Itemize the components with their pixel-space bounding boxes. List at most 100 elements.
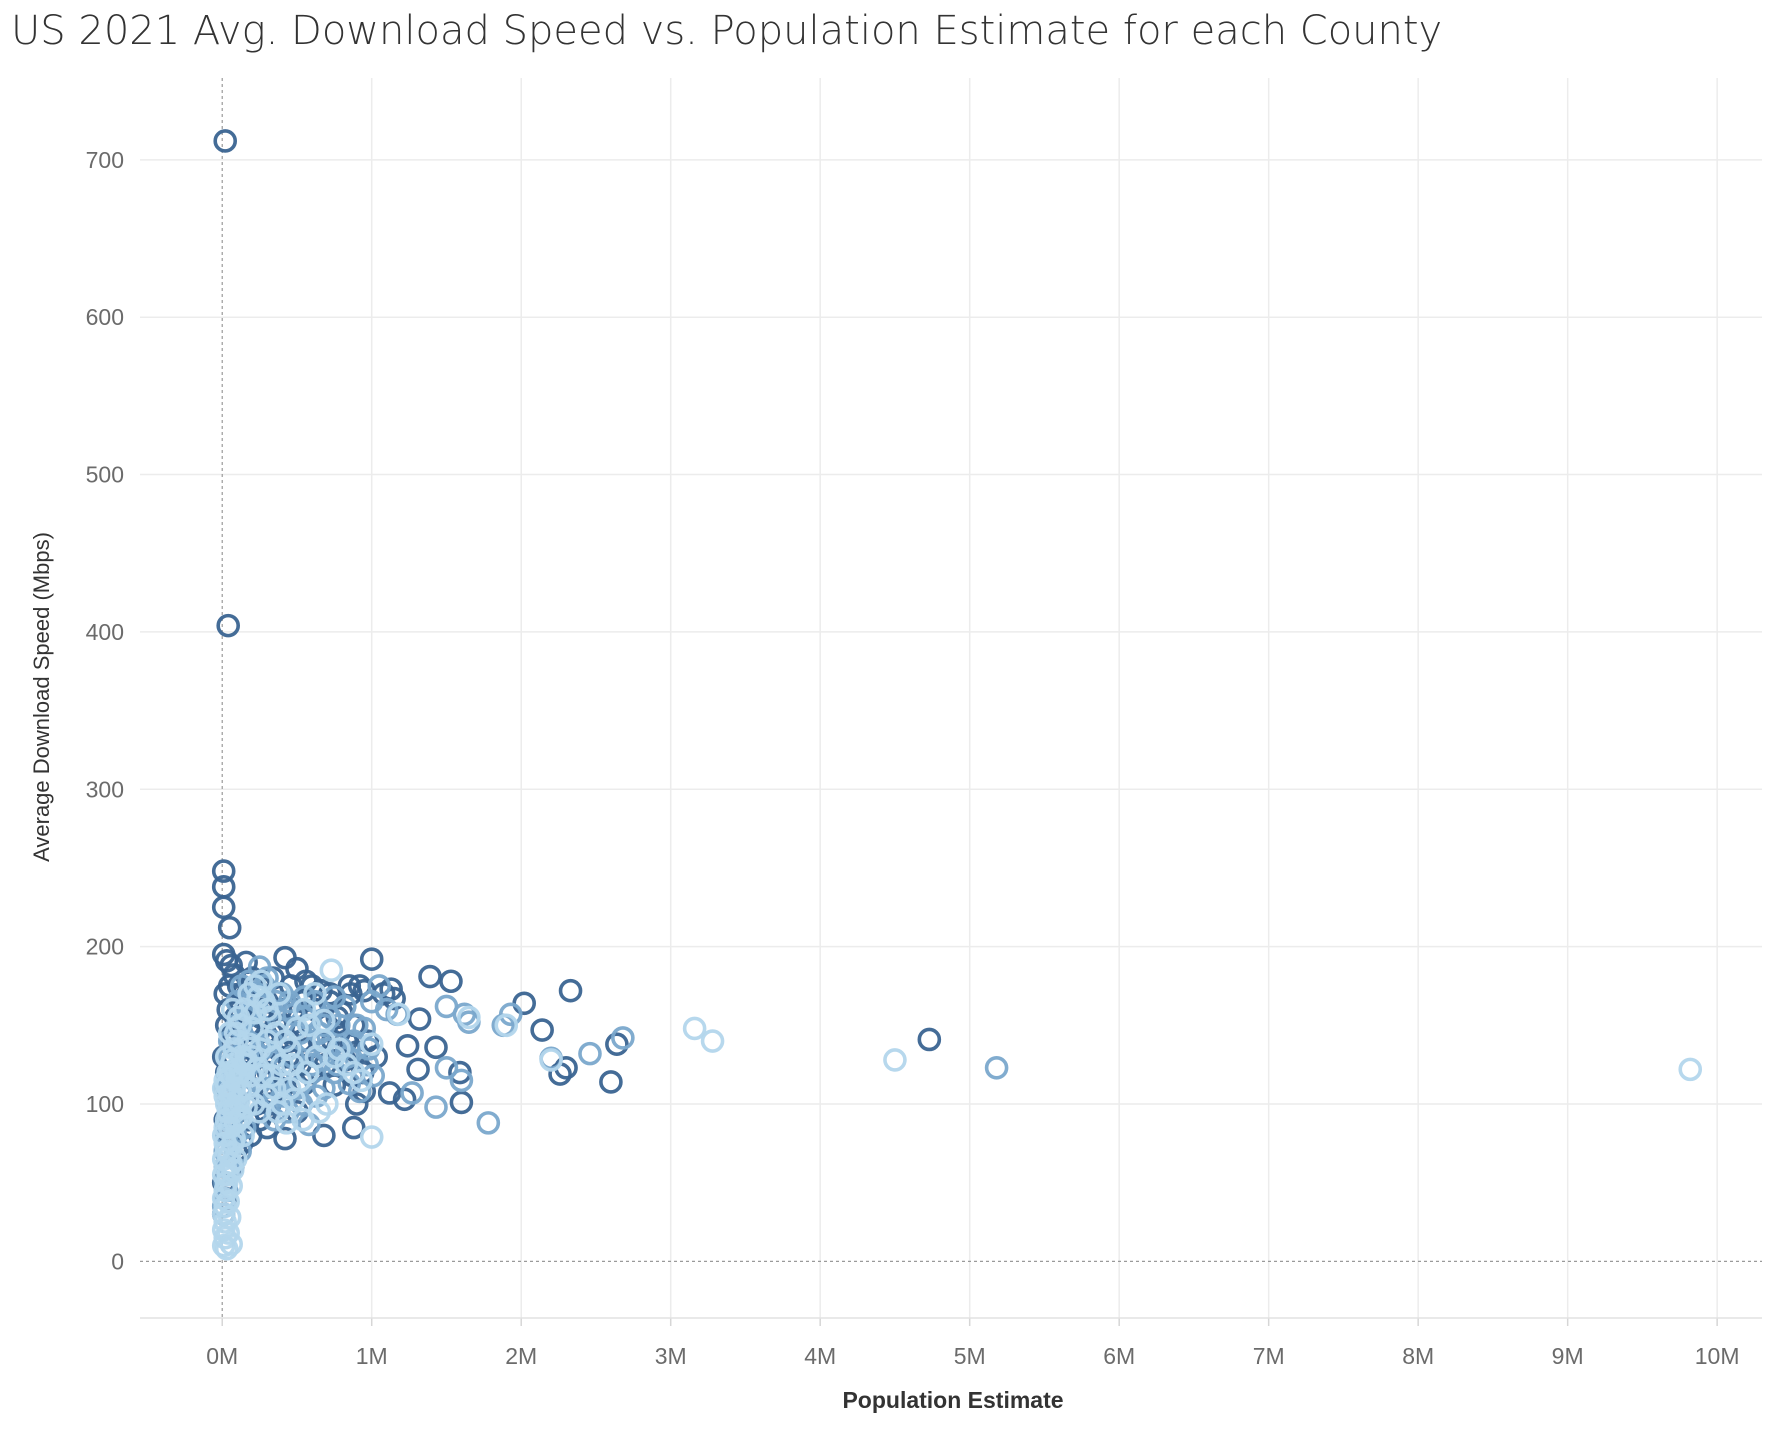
data-point xyxy=(424,1095,448,1119)
x-tick-label: 8M xyxy=(1402,1343,1434,1369)
data-point xyxy=(349,1068,374,1093)
x-tick-label: 9M xyxy=(1552,1343,1584,1369)
x-axis-title: Population Estimate xyxy=(842,1387,1063,1413)
data-point xyxy=(449,1068,474,1093)
y-tick-label: 0 xyxy=(111,1248,124,1274)
data-point xyxy=(599,1070,623,1094)
data-point xyxy=(267,982,291,1006)
x-tick-label: 2M xyxy=(505,1343,537,1369)
data-point xyxy=(244,1057,269,1082)
data-point xyxy=(217,1205,242,1230)
data-point xyxy=(611,1026,635,1050)
data-point xyxy=(273,945,297,970)
data-point xyxy=(259,1063,284,1088)
data-point xyxy=(341,1115,366,1140)
data-point xyxy=(434,1055,459,1080)
data-point xyxy=(539,1048,563,1072)
data-point xyxy=(217,915,242,940)
data-point xyxy=(605,1032,629,1056)
data-point xyxy=(407,1007,432,1031)
data-point xyxy=(439,969,463,994)
data-point xyxy=(984,1055,1009,1080)
data-point xyxy=(424,1035,448,1060)
data-point xyxy=(530,1018,554,1042)
data-point xyxy=(374,997,399,1022)
data-point xyxy=(214,1236,239,1261)
data-point xyxy=(917,1027,942,1052)
data-point xyxy=(211,895,236,920)
data-point xyxy=(457,1005,481,1030)
y-tick-label: 400 xyxy=(86,619,124,645)
data-point xyxy=(327,1013,351,1038)
data-point xyxy=(312,1123,336,1148)
data-point xyxy=(682,1016,707,1041)
data-point xyxy=(223,1021,248,1045)
data-point xyxy=(216,1163,241,1187)
x-tick-label: 3M xyxy=(655,1343,687,1369)
x-tick-label: 6M xyxy=(1103,1343,1135,1369)
data-point xyxy=(578,1041,602,1066)
data-point xyxy=(512,991,536,1016)
data-point xyxy=(274,1111,299,1135)
data-point xyxy=(234,1095,258,1119)
data-point xyxy=(273,1126,297,1151)
data-point xyxy=(476,1111,501,1135)
data-point xyxy=(359,947,384,972)
data-point xyxy=(211,859,236,883)
y-tick-label: 300 xyxy=(86,776,124,802)
data-point xyxy=(400,1081,424,1105)
data-point xyxy=(344,1092,369,1116)
grid-lines xyxy=(140,78,1762,1318)
data-point xyxy=(303,982,327,1006)
data-point xyxy=(359,1032,384,1056)
x-tick-label: 0M xyxy=(206,1343,238,1369)
data-point xyxy=(216,613,241,638)
x-tick-label: 4M xyxy=(804,1343,836,1369)
data-point xyxy=(282,1087,306,1112)
data-point xyxy=(213,129,238,153)
data-point xyxy=(418,964,442,989)
x-tick-label: 10M xyxy=(1695,1343,1740,1369)
data-point xyxy=(319,958,344,983)
x-tick-label: 7M xyxy=(1253,1343,1285,1369)
data-point xyxy=(395,1033,420,1058)
data-point xyxy=(291,1107,315,1132)
data-point xyxy=(494,1013,519,1038)
y-tick-label: 700 xyxy=(86,147,124,173)
data-point xyxy=(377,1081,402,1105)
data-points xyxy=(211,129,1703,1261)
chart-title: US 2021 Avg. Download Speed vs. Populati… xyxy=(11,8,1443,54)
data-point xyxy=(243,974,267,998)
data-point xyxy=(558,978,583,1003)
data-point xyxy=(406,1057,430,1082)
data-point xyxy=(226,1005,251,1030)
data-point xyxy=(312,1076,336,1101)
data-point xyxy=(449,1090,474,1115)
axes: 0M 1M 2M 3M 4M 5M 6M 7M 8M 9M 10M 0 100 200 300 400 500 6… xyxy=(86,78,1762,1369)
data-point xyxy=(255,997,279,1022)
data-point xyxy=(273,1029,297,1053)
x-tick-label: 1M xyxy=(356,1343,388,1369)
x-tick-label: 5M xyxy=(954,1343,986,1369)
data-point xyxy=(277,1076,302,1101)
y-tick-label: 600 xyxy=(86,304,124,330)
data-point xyxy=(216,1189,241,1214)
data-point xyxy=(219,1232,243,1256)
data-point xyxy=(285,1016,309,1041)
y-axis-title: Average Download Speed (Mbps) xyxy=(29,532,54,862)
data-point xyxy=(1678,1057,1703,1082)
data-point xyxy=(219,1151,243,1176)
y-tick-label: 100 xyxy=(86,1091,124,1117)
data-point xyxy=(250,1063,275,1088)
data-point xyxy=(883,1048,907,1072)
y-tick-label: 200 xyxy=(86,934,124,960)
data-point xyxy=(216,1221,241,1245)
data-point xyxy=(700,1029,725,1053)
data-point xyxy=(297,1013,321,1038)
data-point xyxy=(219,1174,243,1198)
data-point xyxy=(359,1125,384,1149)
y-tick-label: 500 xyxy=(86,462,124,488)
data-point xyxy=(386,1002,411,1027)
